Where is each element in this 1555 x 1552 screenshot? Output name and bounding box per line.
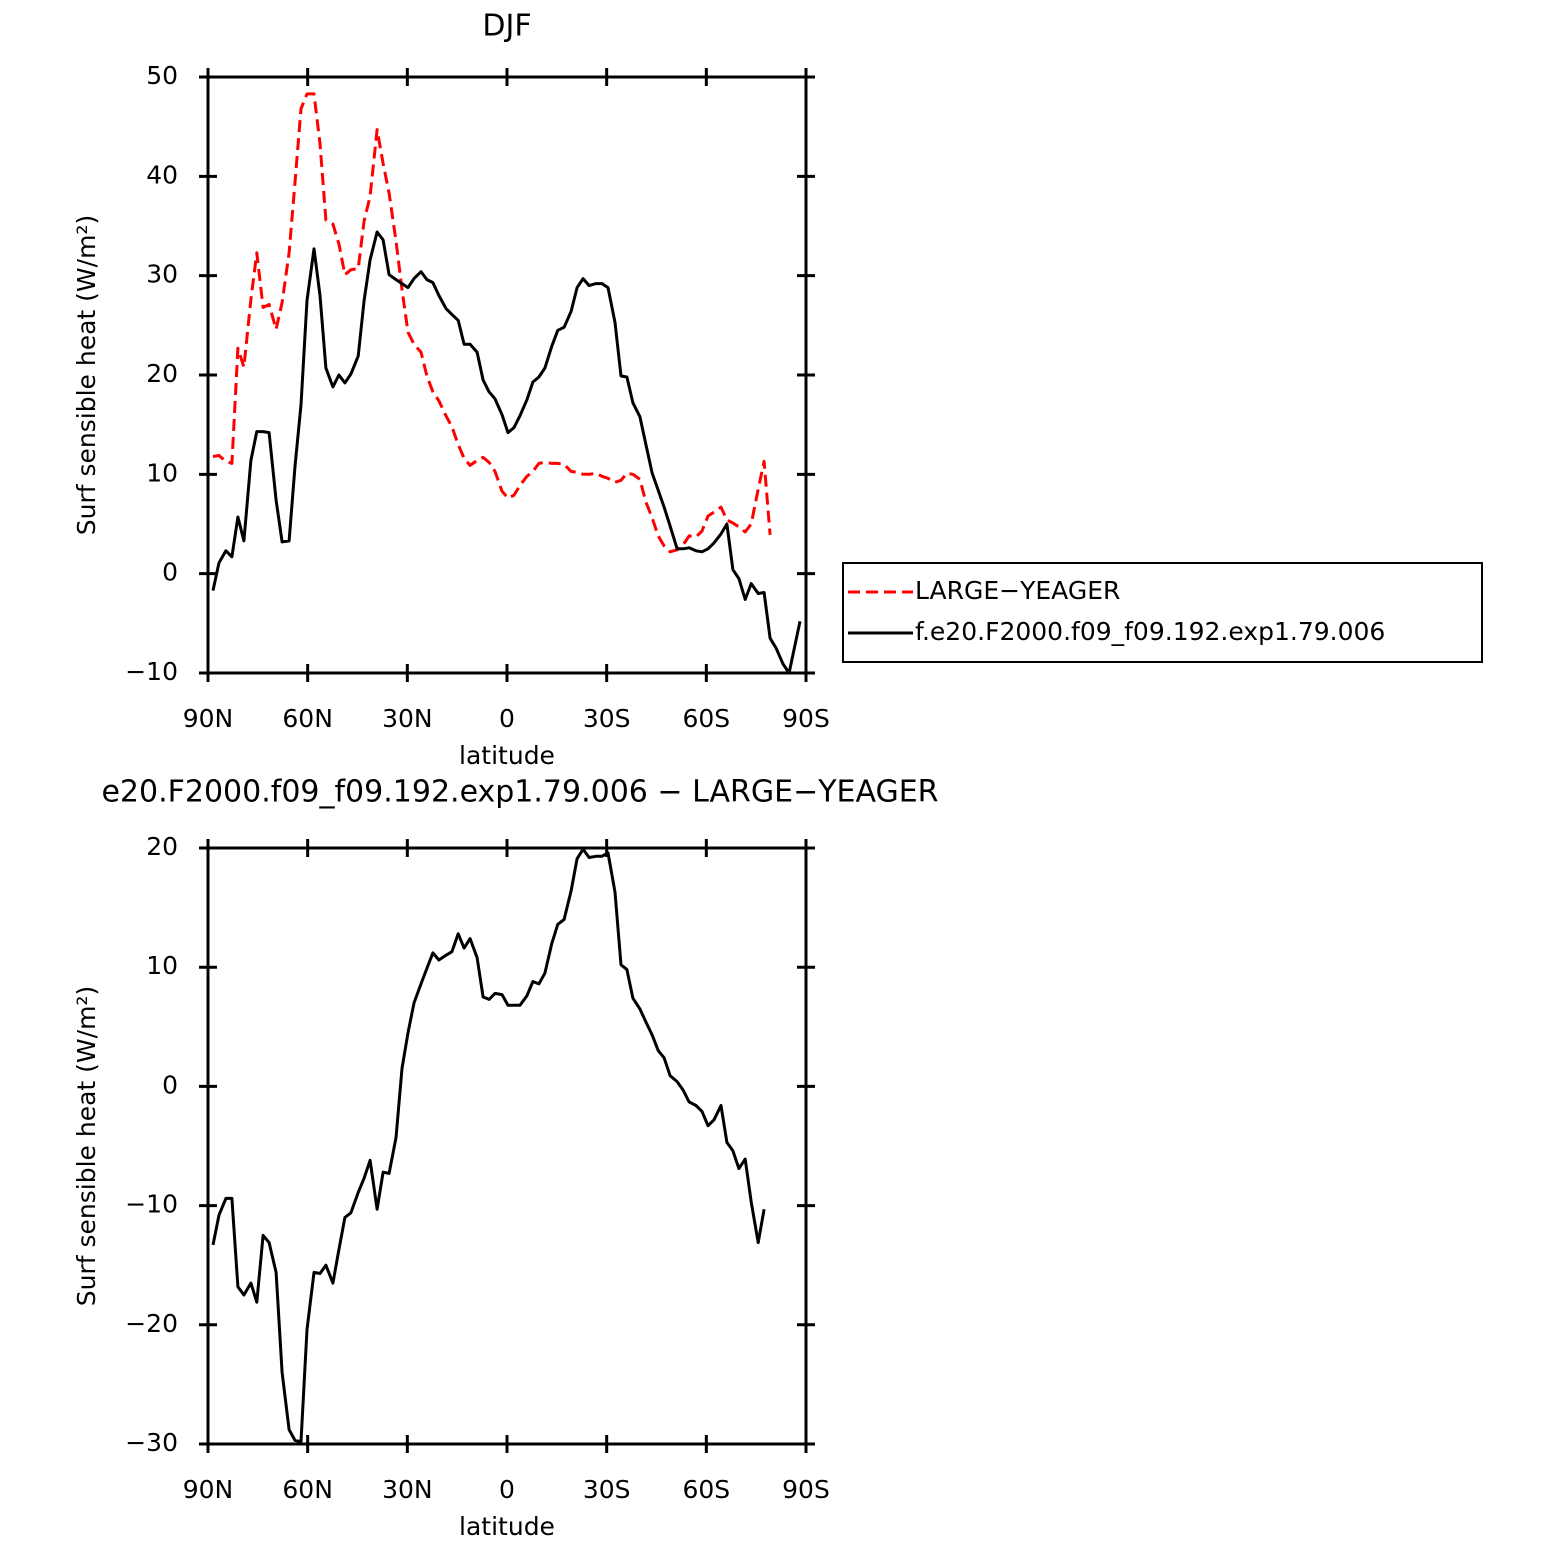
y-tick-label: −20 xyxy=(125,1309,178,1338)
y-tick-label: 40 xyxy=(146,160,178,189)
x-tick-label: 60S xyxy=(682,704,730,733)
x-tick-label: 90S xyxy=(782,1475,830,1504)
y-tick-label: 30 xyxy=(146,260,178,289)
plot-frame xyxy=(206,846,808,1446)
x-tick-label: 0 xyxy=(499,1475,515,1504)
x-tick-label: 30N xyxy=(382,1475,433,1504)
x-tick-label: 0 xyxy=(499,704,515,733)
x-tick-label: 30S xyxy=(583,1475,631,1504)
y-tick-label: 20 xyxy=(146,359,178,388)
x-tick-label: 90N xyxy=(183,704,234,733)
y-tick-label: 10 xyxy=(146,458,178,487)
y-tick-label: 0 xyxy=(162,558,178,587)
y-tick-label: 20 xyxy=(146,832,178,861)
chart-title: DJF xyxy=(482,9,531,44)
data-line xyxy=(211,230,802,675)
data-line xyxy=(212,92,772,554)
y-tick-label: 0 xyxy=(162,1070,178,1099)
y-axis-label: Surf sensible heat (W/m²) xyxy=(72,215,101,535)
y-axis-label: Surf sensible heat (W/m²) xyxy=(72,986,101,1306)
chart-title: e20.F2000.f09_f09.192.exp1.79.006 − LARG… xyxy=(101,775,938,810)
x-tick-label: 60N xyxy=(282,704,333,733)
x-tick-label: 60S xyxy=(682,1475,730,1504)
x-axis-label: latitude xyxy=(459,1512,555,1541)
data-line xyxy=(211,847,766,1444)
legend-label: f.e20.F2000.f09_f09.192.exp1.79.006 xyxy=(915,617,1385,646)
legend-box xyxy=(842,562,1483,663)
x-tick-label: 90N xyxy=(183,1475,234,1504)
y-tick-label: 10 xyxy=(146,951,178,980)
x-tick-label: 30N xyxy=(382,704,433,733)
y-tick-label: 50 xyxy=(146,61,178,90)
x-tick-label: 60N xyxy=(282,1475,333,1504)
x-tick-label: 30S xyxy=(583,704,631,733)
y-tick-label: −30 xyxy=(125,1428,178,1457)
legend-label: LARGE−YEAGER xyxy=(915,576,1120,605)
x-axis-label: latitude xyxy=(459,741,555,770)
x-tick-label: 90S xyxy=(782,704,830,733)
y-tick-label: −10 xyxy=(125,1190,178,1219)
y-tick-label: −10 xyxy=(125,657,178,686)
